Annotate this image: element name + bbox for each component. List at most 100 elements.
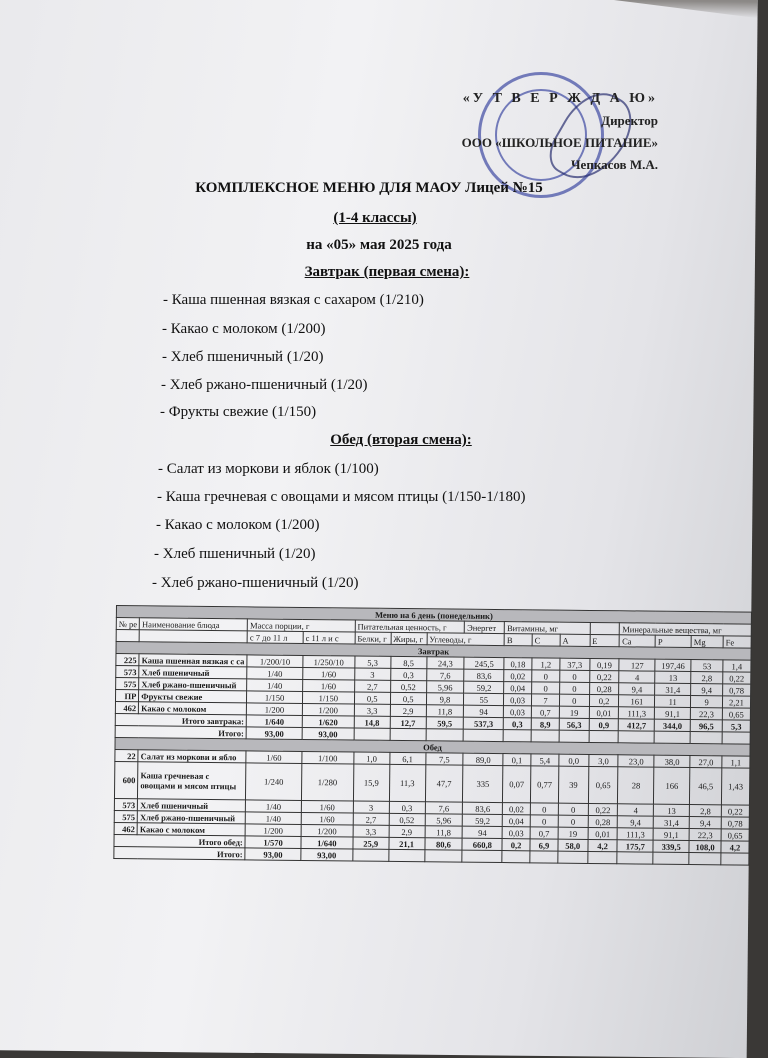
table-cell: 3,0 <box>588 754 619 767</box>
table-cell: 1/60 <box>301 800 354 813</box>
table-cell: 0 <box>559 694 590 707</box>
table-cell: 412,7 <box>618 718 655 732</box>
table-cell: 56,3 <box>559 718 590 731</box>
table-cell: 0 <box>531 669 560 683</box>
table-cell <box>531 729 560 743</box>
table-cell: 31,4 <box>654 683 691 696</box>
table-cell: 59,2 <box>462 814 503 827</box>
table-cell: 660,8 <box>462 838 503 851</box>
col-Ca: Ca <box>619 634 656 648</box>
table-cell: 93,00 <box>246 726 303 740</box>
table-cell: 7,6 <box>424 801 463 815</box>
table-cell <box>654 731 691 744</box>
menu-date: на «05» мая 2025 года <box>306 237 452 253</box>
breakfast-item: - Хлеб ржано-пшеничный (1/20) <box>161 377 368 393</box>
col-mass: Масса порции, г <box>247 618 356 633</box>
table-cell: ПР <box>115 689 139 702</box>
table-cell: 0,9 <box>588 718 619 731</box>
table-cell: 0,03 <box>503 693 532 706</box>
table-cell: 0,03 <box>503 705 532 718</box>
table-cell: 0,22 <box>721 804 750 818</box>
table-cell: 58,0 <box>557 839 588 852</box>
table-cell <box>722 731 751 745</box>
table-cell: 1/60 <box>246 750 302 764</box>
table-cell <box>720 852 749 866</box>
breakfast-item: - Каша пшенная вязкая с сахаром (1/210) <box>163 292 424 308</box>
breakfast-item: - Какао с молоком (1/200) <box>162 321 326 337</box>
table-cell: 5,3 <box>722 719 751 733</box>
table-cell: 0,02 <box>502 802 531 815</box>
col-C: C <box>532 633 561 647</box>
table-cell: 1/200 <box>246 702 303 716</box>
table-cell <box>502 850 530 863</box>
table-cell: 59,2 <box>463 681 504 694</box>
table-cell: 1/240 <box>245 762 302 801</box>
table-cell: 111,3 <box>617 827 654 841</box>
table-cell: 573 <box>114 798 138 811</box>
table-cell <box>587 851 618 864</box>
col-Mg: Mg <box>691 635 724 648</box>
table-cell: 4,2 <box>720 840 750 854</box>
table-cell <box>688 852 721 865</box>
table-cell: 5,4 <box>530 753 559 767</box>
col-nutr: Питательная ценность, г <box>354 620 465 634</box>
table-cell: 2,9 <box>390 704 427 717</box>
table-cell: 13 <box>653 804 690 817</box>
table-cell: 14,8 <box>353 715 391 729</box>
table-cell: 19 <box>557 827 588 840</box>
table-cell: 93,00 <box>302 727 354 740</box>
table-cell: 3,3 <box>354 703 391 717</box>
table-cell: Какао с молоком <box>138 701 247 715</box>
col-carb: Углеводы, г <box>426 632 505 646</box>
lunch-item: - Каша гречневая с овощами и мясом птицы… <box>157 489 526 505</box>
approval-title: «У Т В Е Р Ж Д А Ю» <box>462 91 658 106</box>
table-cell: 93,00 <box>300 848 353 861</box>
table-cell: 0,28 <box>589 682 620 695</box>
table-cell: 0,02 <box>503 669 532 682</box>
lunch-item: - Хлеб пшеничный (1/20) <box>154 546 316 562</box>
table-cell: 1/60 <box>301 812 354 825</box>
table-cell: 175,7 <box>617 839 654 853</box>
table-cell: 0 <box>559 682 590 695</box>
stamp-seal <box>478 72 604 198</box>
col-energy: Энергет <box>464 621 505 634</box>
table-cell: 0,03 <box>502 826 531 839</box>
table-cell <box>424 849 463 863</box>
table-cell: 96,5 <box>690 719 723 732</box>
table-cell: Хлеб ржано-пшеничный <box>138 677 247 691</box>
table-cell: 0,22 <box>722 671 751 685</box>
table-cell: 0,78 <box>722 683 751 697</box>
table-cell: 1,0 <box>353 751 390 765</box>
table-cell: Каша пшенная вязкая с са <box>139 653 248 667</box>
table-cell: 9,8 <box>426 692 464 706</box>
approval-name: Чепкасов М.А. <box>571 157 658 172</box>
table-cell: 575 <box>114 810 138 823</box>
col-Fe: Fe <box>723 635 752 649</box>
table-cell <box>617 851 654 865</box>
table-cell <box>618 730 655 744</box>
col-fat: Жиры, г <box>390 632 427 645</box>
table-cell: 4 <box>617 803 654 817</box>
table-cell: 25,9 <box>352 836 389 850</box>
table-cell: 0,78 <box>721 816 750 830</box>
table-cell: 0,65 <box>722 707 751 721</box>
table-cell: 108,0 <box>689 840 722 853</box>
breakfast-item: - Фрукты свежие (1/150) <box>160 404 317 420</box>
table-cell: 1/100 <box>301 751 354 764</box>
table-cell: 3 <box>354 668 391 681</box>
table-cell: 89,0 <box>463 753 504 766</box>
grades: (1-4 классы) <box>333 210 417 226</box>
table-cell: 0,01 <box>589 706 619 719</box>
table-cell: 344,0 <box>654 719 691 732</box>
table-cell: 22 <box>114 749 139 762</box>
table-cell: 245,5 <box>464 657 505 670</box>
table-cell: 0,3 <box>388 801 426 814</box>
table-cell: 5,96 <box>426 680 465 694</box>
table-cell: Хлеб пшеничный <box>139 665 248 679</box>
table-cell: 0,3 <box>390 668 427 681</box>
approval-position: Директор <box>601 113 658 128</box>
col-prot: Белки, г <box>354 632 391 645</box>
table-cell: 462 <box>115 701 139 714</box>
table-cell <box>425 728 464 742</box>
table-cell: 0,52 <box>390 680 427 693</box>
